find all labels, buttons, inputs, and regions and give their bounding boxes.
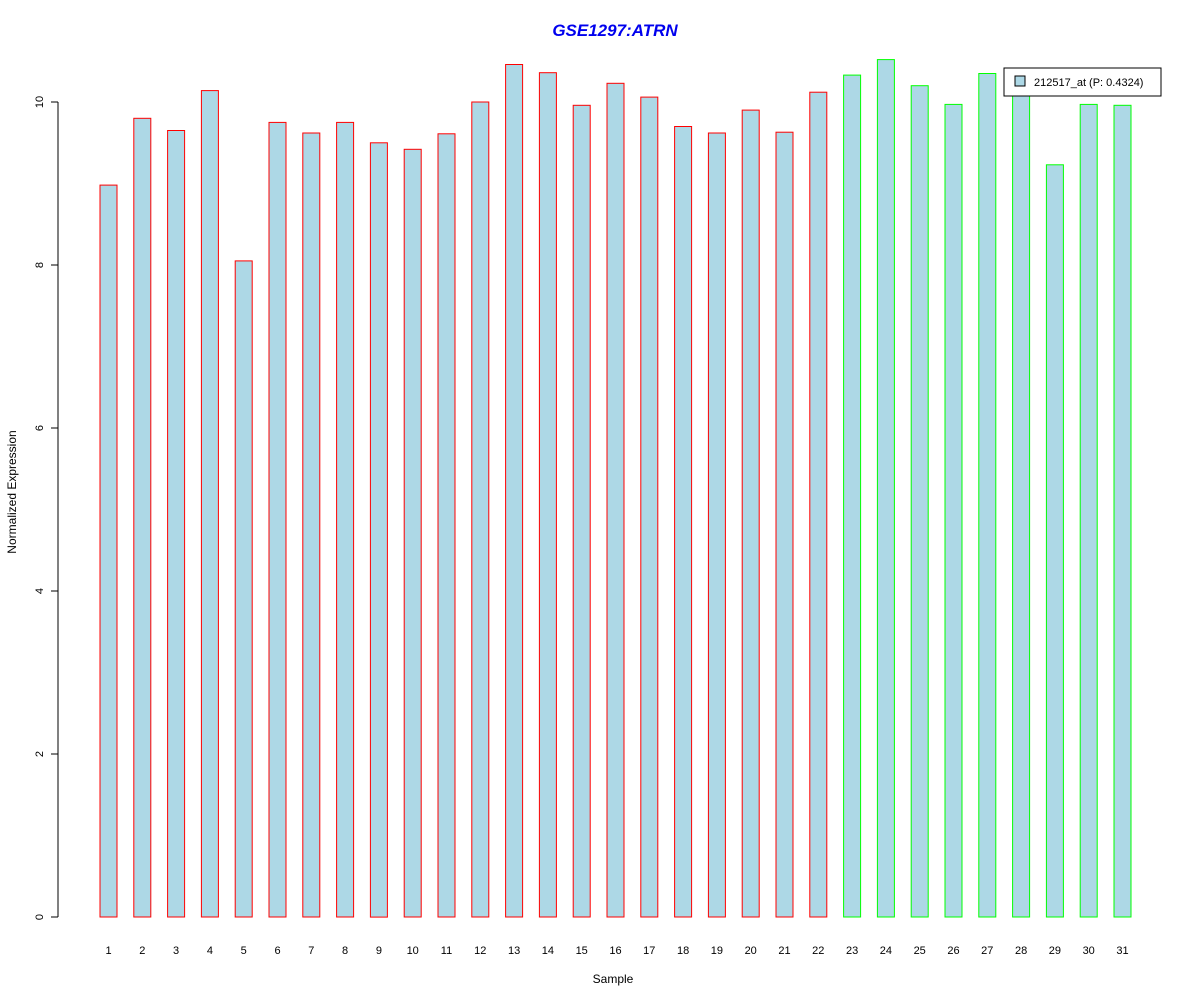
bar-sample-3 <box>167 130 186 918</box>
bar-sample-30 <box>1079 103 1098 918</box>
x-tick-label: 23 <box>846 945 858 957</box>
x-tick-label: 13 <box>508 945 520 957</box>
bar-sample-28 <box>1012 91 1031 918</box>
x-tick-label: 9 <box>376 945 382 957</box>
bar-sample-17 <box>640 96 659 918</box>
x-tick-label: 4 <box>207 945 213 957</box>
x-tick-label: 20 <box>745 945 757 957</box>
bar-sample-22 <box>809 91 828 918</box>
x-tick-label: 25 <box>914 945 926 957</box>
bar-sample-8 <box>336 121 355 918</box>
y-tick-label: 6 <box>34 425 46 431</box>
x-tick-label: 8 <box>342 945 348 957</box>
x-tick-label: 22 <box>812 945 824 957</box>
bar-sample-15 <box>572 104 591 918</box>
bar-sample-13 <box>505 64 524 918</box>
bar-sample-16 <box>606 82 625 918</box>
x-tick-labels: 1 2 3 4 5 6 7 8 9 10 11 12 13 14 15 16 17 18 19 20 21 22 23 24 2… <box>105 945 1128 957</box>
bar-sample-24 <box>876 59 895 918</box>
y-axis: 0 2 4 6 8 10 <box>34 96 59 920</box>
bar-sample-11 <box>437 133 456 918</box>
bar-sample-7 <box>302 132 321 918</box>
bar-sample-4 <box>200 90 219 918</box>
x-tick-label: 27 <box>981 945 993 957</box>
x-tick-label: 14 <box>542 945 554 957</box>
x-tick-label: 29 <box>1049 945 1061 957</box>
bar-sample-12 <box>471 101 490 918</box>
x-tick-label: 10 <box>407 945 419 957</box>
bar-sample-20 <box>741 109 760 918</box>
bar-sample-29 <box>1045 164 1064 918</box>
bar-sample-21 <box>775 131 794 918</box>
bar-sample-26 <box>944 103 963 918</box>
bar-sample-2 <box>133 117 152 918</box>
x-tick-label: 26 <box>947 945 959 957</box>
x-tick-label: 17 <box>643 945 655 957</box>
bar-sample-6 <box>268 121 287 918</box>
legend-box <box>1003 67 1162 97</box>
bar-sample-10 <box>403 148 422 918</box>
y-tick-label: 8 <box>34 262 46 268</box>
y-tick-label: 4 <box>34 588 46 594</box>
x-tick-label: 19 <box>711 945 723 957</box>
legend-label: 212517_at (P: 0.4324) <box>1034 77 1143 89</box>
y-tick-label: 0 <box>34 914 46 920</box>
y-tick-label: 10 <box>34 96 46 108</box>
bars <box>99 59 1132 918</box>
x-tick-label: 3 <box>173 945 179 957</box>
bar-sample-1 <box>99 184 118 918</box>
x-tick-label: 24 <box>880 945 892 957</box>
bar-sample-31 <box>1113 104 1132 918</box>
bar-sample-25 <box>910 85 929 918</box>
y-tick-label: 2 <box>34 751 46 757</box>
bar-sample-19 <box>707 132 726 918</box>
bar-sample-9 <box>369 142 388 918</box>
chart-title: GSE1297:ATRN <box>552 21 678 40</box>
x-tick-label: 28 <box>1015 945 1027 957</box>
y-axis-title: Normalized Expression <box>5 430 19 553</box>
x-tick-label: 15 <box>576 945 588 957</box>
bar-sample-23 <box>843 74 862 918</box>
bar-sample-18 <box>674 126 693 918</box>
x-tick-label: 31 <box>1116 945 1128 957</box>
x-tick-label: 7 <box>308 945 314 957</box>
x-tick-label: 5 <box>241 945 247 957</box>
legend-swatch <box>1014 75 1026 87</box>
x-tick-label: 16 <box>609 945 621 957</box>
x-tick-label: 21 <box>778 945 790 957</box>
x-axis-title: Sample <box>593 972 634 986</box>
x-tick-label: 30 <box>1083 945 1095 957</box>
x-tick-label: 12 <box>474 945 486 957</box>
x-tick-label: 11 <box>441 945 452 957</box>
x-tick-label: 1 <box>105 945 111 957</box>
x-tick-label: 6 <box>274 945 280 957</box>
x-tick-label: 2 <box>139 945 145 957</box>
legend: 212517_at (P: 0.4324) <box>1003 67 1162 97</box>
bar-sample-5 <box>234 260 253 918</box>
x-tick-label: 18 <box>677 945 689 957</box>
bar-sample-14 <box>538 72 557 918</box>
bar-sample-27 <box>978 73 997 918</box>
